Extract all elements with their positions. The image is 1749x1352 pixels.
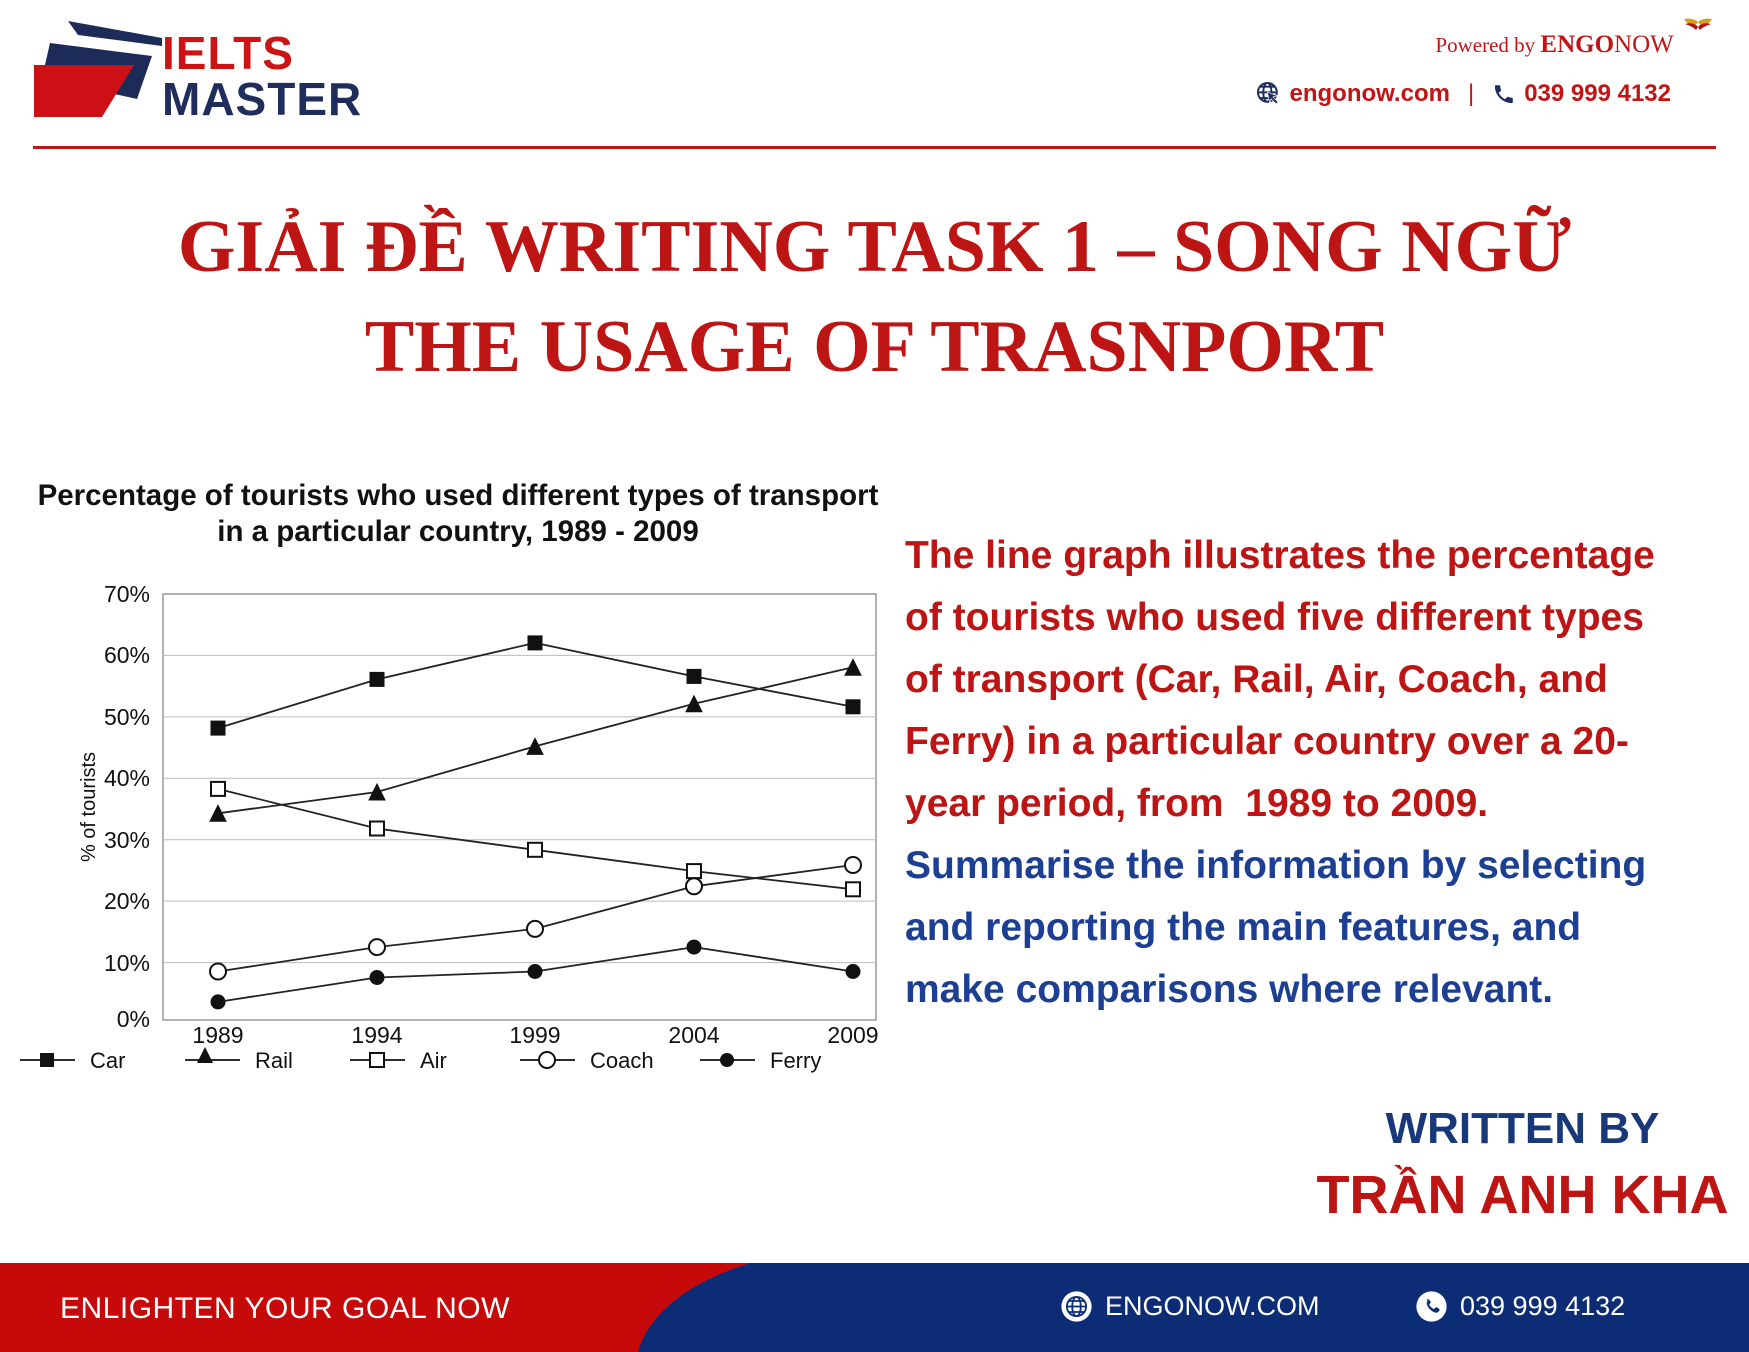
svg-text:70%: 70% [104, 581, 150, 607]
svg-text:50%: 50% [104, 704, 150, 730]
svg-text:Air: Air [420, 1048, 447, 1073]
svg-text:2009: 2009 [827, 1022, 878, 1048]
svg-text:Coach: Coach [590, 1048, 654, 1073]
svg-text:Car: Car [90, 1048, 125, 1073]
svg-text:% of tourists: % of tourists [78, 752, 100, 862]
svg-text:Percentage of tourists who use: Percentage of tourists who used differen… [38, 479, 879, 512]
svg-text:1999: 1999 [509, 1022, 560, 1048]
svg-text:1994: 1994 [351, 1022, 402, 1048]
svg-text:in a particular country, 1989: in a particular country, 1989 - 2009 [217, 515, 699, 548]
svg-text:10%: 10% [104, 950, 150, 976]
svg-text:Ferry: Ferry [770, 1048, 821, 1073]
svg-text:2004: 2004 [668, 1022, 719, 1048]
svg-text:30%: 30% [104, 827, 150, 853]
svg-text:0%: 0% [117, 1006, 150, 1032]
svg-text:60%: 60% [104, 642, 150, 668]
svg-text:20%: 20% [104, 888, 150, 914]
svg-text:1989: 1989 [192, 1022, 243, 1048]
svg-text:40%: 40% [104, 765, 150, 791]
svg-text:Rail: Rail [255, 1048, 293, 1073]
